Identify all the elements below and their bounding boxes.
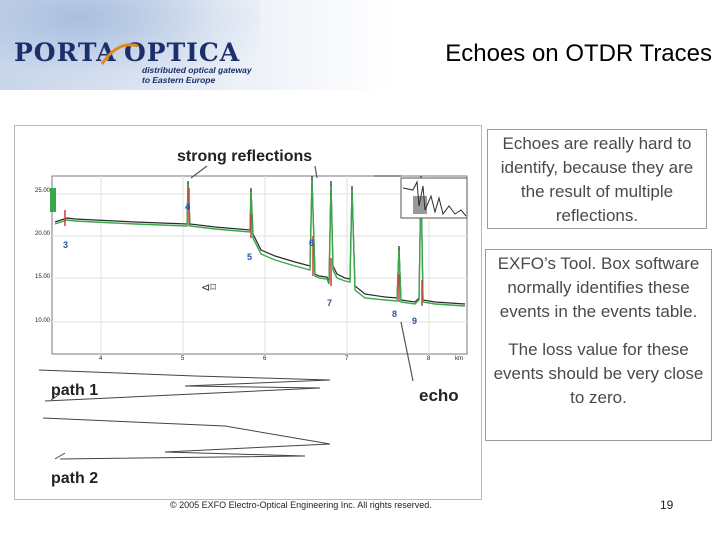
x-tick-label: 4: [99, 356, 103, 362]
page-number: 19: [660, 498, 674, 512]
x-tick-label: 8: [427, 356, 431, 362]
inset-zoom: [400, 177, 468, 219]
x-unit-label: km: [455, 356, 463, 362]
header-banner: PORTA OPTICA distributed optical gateway…: [0, 0, 720, 90]
inset-trace: [402, 180, 467, 217]
event-label-3: 3: [63, 240, 69, 250]
y-tick-label: 25.00: [35, 188, 51, 194]
slide-title: Echoes on OTDR Traces: [445, 40, 712, 67]
y-tick-label: 20.00: [35, 231, 51, 237]
reflection-pointers: [190, 165, 401, 179]
x-tick-label: 6: [263, 356, 267, 362]
loss-value-text: The loss value for these events should b…: [493, 340, 704, 407]
y-tick-label: 10.00: [35, 318, 51, 324]
echo-label: echo: [419, 386, 459, 405]
logo-word-porta: PORTA: [14, 38, 117, 67]
event-markers: [64, 188, 423, 306]
event-label-6: 6: [309, 238, 315, 248]
strong-reflections-label: strong reflections: [177, 148, 313, 165]
event-label-4: 4: [185, 202, 191, 212]
toolbox-info-text: EXFO’s Tool. Box software normally ident…: [497, 254, 700, 321]
logo-swoosh-icon: [100, 43, 139, 65]
otdr-figure-panel: ⊲⌑ 3 4 5 6 7 8 9 25.00 20.00 15.00 10.00…: [14, 125, 482, 500]
event-label-8: 8: [392, 309, 398, 319]
x-tick-label: 5: [181, 356, 185, 362]
otdr-trace-chart: ⊲⌑: [38, 165, 468, 460]
path-zigzags: [38, 369, 331, 460]
logo-word-optica: OPTICA: [124, 38, 241, 67]
cursor-icon: ⊲⌑: [201, 282, 216, 294]
x-tick-label: 7: [345, 356, 349, 362]
path2-label: path 2: [51, 470, 99, 487]
event-label-5: 5: [247, 252, 253, 262]
inset-highlight: [413, 196, 427, 214]
logo-tagline: distributed optical gateway to Eastern E…: [142, 65, 252, 85]
toolbox-info-box: EXFO’s Tool. Box software normally ident…: [485, 249, 712, 441]
event-label-9: 9: [412, 316, 418, 326]
copyright-notice: © 2005 EXFO Electro-Optical Engineering …: [170, 500, 432, 510]
event-label-7: 7: [327, 298, 333, 308]
y-axis-marker: [50, 188, 56, 212]
echo-explanation-box: Echoes are really hard to identify, beca…: [487, 129, 707, 229]
path1-label: path 1: [51, 382, 99, 399]
echo-pointer: [400, 321, 414, 382]
y-tick-label: 15.00: [35, 274, 51, 280]
